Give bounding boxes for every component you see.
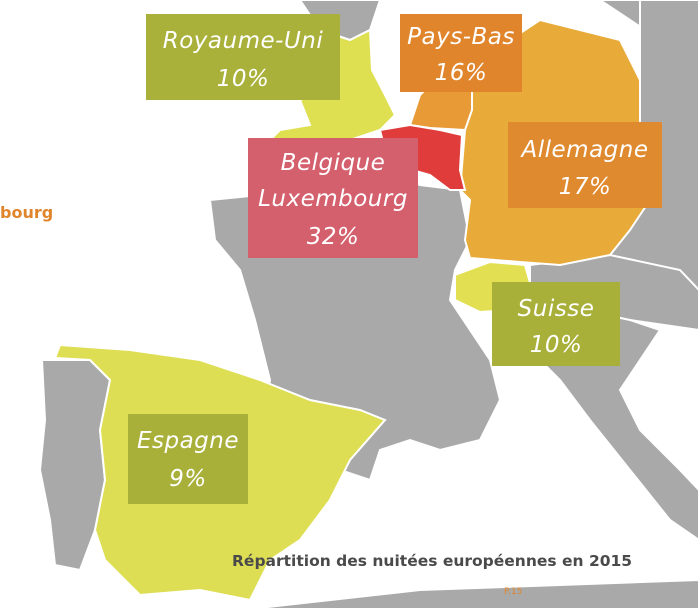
- region-value: 17%: [559, 174, 612, 200]
- region-name: Luxembourg: [258, 186, 408, 212]
- region-name: Allemagne: [520, 137, 649, 163]
- north-africa-land: [249, 578, 699, 609]
- label-box: [508, 122, 662, 208]
- label-box: [128, 414, 248, 504]
- region-name: Royaume-Uni: [163, 28, 324, 54]
- label-box: [146, 14, 340, 100]
- partial-label: bourg: [0, 203, 53, 222]
- page-number: P.15: [504, 587, 522, 597]
- region-name: Belgique: [281, 150, 386, 176]
- region-name: Espagne: [137, 428, 239, 454]
- label-box: [400, 14, 522, 92]
- region-name: Suisse: [518, 296, 595, 322]
- region-value: 10%: [217, 66, 270, 92]
- label-box: [492, 282, 620, 366]
- region-value: 9%: [169, 466, 207, 492]
- caption: Répartition des nuitées européennes en 2…: [232, 552, 632, 570]
- region-value: 16%: [435, 60, 488, 86]
- region-value: 32%: [307, 224, 360, 250]
- region-name: Pays-Bas: [407, 24, 515, 50]
- region-value: 10%: [530, 332, 583, 358]
- label-box: [248, 138, 418, 258]
